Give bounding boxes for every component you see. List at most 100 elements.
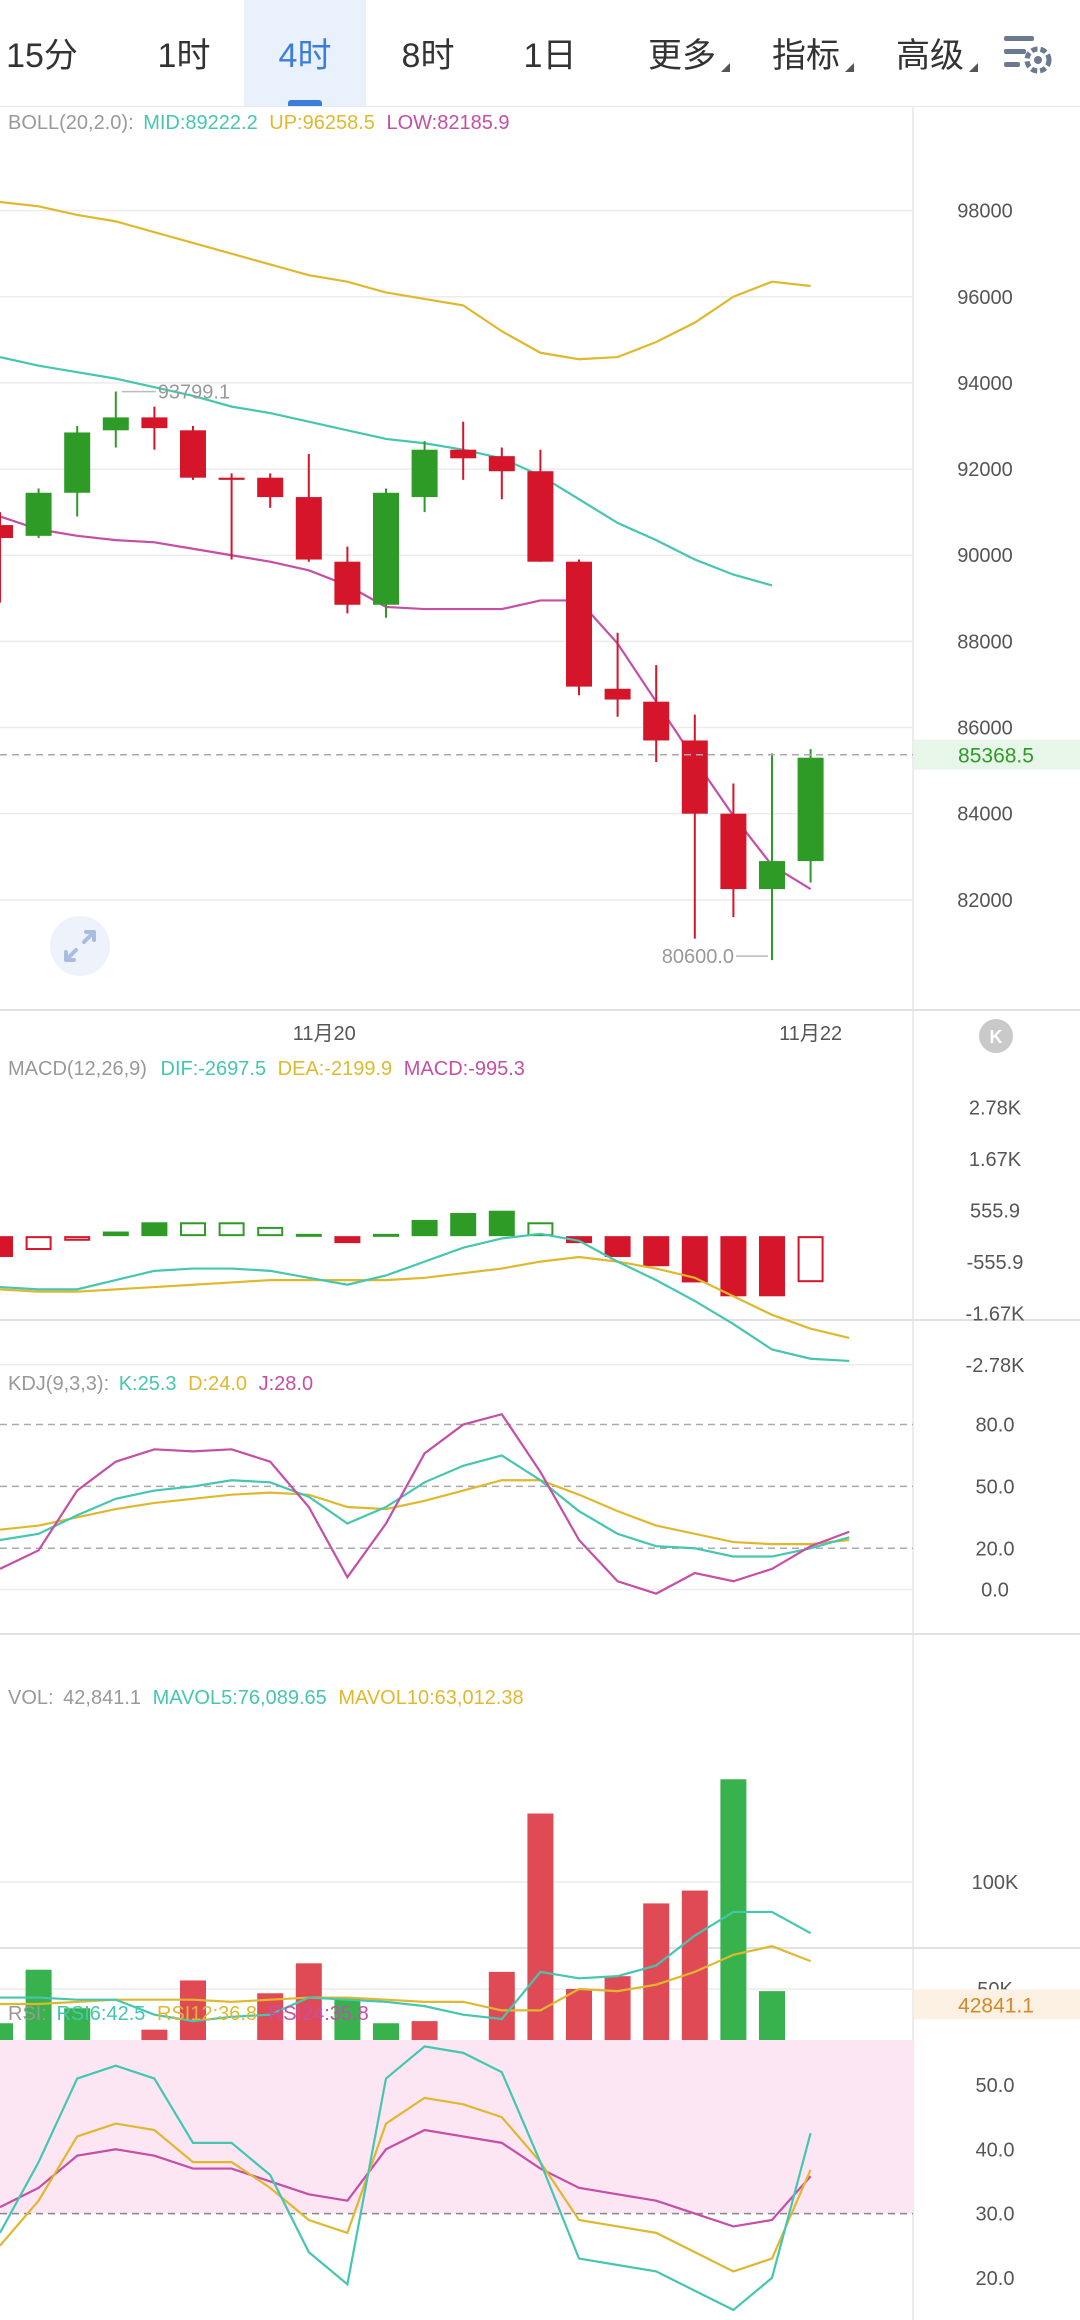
macd-histogram-bar	[488, 1210, 515, 1237]
low-marker-label: 80600.0	[662, 946, 734, 968]
macd-legend-dif: DIF:-2697.5	[161, 1058, 267, 1080]
expand-arrows-icon[interactable]	[50, 916, 110, 976]
kdj-legend-k: K:25.3	[119, 1373, 177, 1395]
candle-body	[411, 449, 438, 498]
rsi-tick-label: 20.0	[976, 2268, 1015, 2290]
kdj-legend-name: KDJ(9,3,3):	[8, 1373, 109, 1395]
tab-1h[interactable]: 1时	[157, 37, 211, 75]
macd-histogram-bar	[527, 1222, 554, 1237]
rsi-pane[interactable]: 50.0 40.0 30.0 20.0	[0, 2040, 1015, 2312]
candle-body	[797, 757, 824, 862]
candle-body	[527, 471, 554, 562]
high-marker-label: 93799.1	[158, 382, 230, 404]
rsi-tick-label: 40.0	[976, 2139, 1015, 2161]
last-price-label: 85368.5	[958, 745, 1034, 768]
timeframe-tab-bar: 15分 1时 4时 8时 1日 更多 指标 高级	[0, 0, 1080, 107]
rsi-legend-rsi24: RSI24:35.8	[269, 2003, 369, 2025]
dropdown-caret-icon	[721, 63, 730, 72]
macd-histogram-bar	[334, 1236, 361, 1244]
price-tick-label: 88000	[957, 631, 1013, 653]
boll-lower-line	[0, 515, 812, 891]
price-tick-label: 98000	[957, 201, 1013, 223]
candle-body	[257, 477, 284, 498]
boll-legend: BOLL(20,2.0): MID:89222.2 UP:96258.5 LOW…	[8, 112, 510, 134]
vol-last-label: 42841.1	[958, 1994, 1034, 2017]
macd-histogram-bar	[64, 1236, 91, 1241]
vol-tick-label: 100K	[972, 1872, 1019, 1894]
candle-body	[759, 861, 785, 890]
rsi12-line	[0, 2096, 812, 2273]
dropdown-caret-icon	[969, 63, 978, 72]
vol-legend-mavol10: MAVOL10:63,012.38	[338, 1687, 523, 1709]
vol-legend-name: VOL:	[8, 1687, 54, 1709]
tab-indicators[interactable]: 指标	[756, 0, 856, 106]
macd-tick-label: -555.9	[967, 1252, 1024, 1274]
macd-histogram-bar	[411, 1219, 438, 1237]
vol-last-badge	[914, 1989, 1080, 2020]
tab-advanced[interactable]: 高级	[880, 0, 980, 106]
mavol5-line	[0, 1910, 812, 2023]
chart-settings-icon[interactable]	[1000, 30, 1056, 78]
candle-body	[25, 492, 52, 536]
price-tick-label: 82000	[957, 890, 1013, 912]
tab-more[interactable]: 更多	[632, 0, 732, 106]
boll-legend-mid: MID:89222.2	[143, 112, 258, 134]
boll-legend-up: UP:96258.5	[269, 112, 375, 134]
macd-histogram-bar	[373, 1233, 399, 1237]
macd-histogram-bar	[720, 1236, 747, 1297]
tab-8h[interactable]: 8时	[401, 37, 455, 75]
price-tick-label: 86000	[957, 718, 1013, 740]
boll-legend-low: LOW:82185.9	[386, 112, 509, 134]
candle-body	[218, 477, 245, 480]
macd-legend-dea: DEA:-2199.9	[278, 1058, 393, 1080]
tab-1d[interactable]: 1日	[523, 37, 577, 75]
macd-dea-line	[0, 1255, 850, 1339]
macd-histogram-bar	[450, 1213, 477, 1237]
candle-body	[64, 432, 91, 493]
k-logo-icon: K	[979, 1019, 1013, 1053]
macd-histogram-bar	[102, 1231, 129, 1237]
dropdown-caret-icon	[845, 63, 854, 72]
rsi-band	[0, 2040, 913, 2214]
candle-body	[450, 449, 477, 459]
macd-tick-label: 2.78K	[969, 1098, 1022, 1120]
macd-legend-macd: MACD:-995.3	[404, 1058, 525, 1080]
macd-histogram-bar	[604, 1236, 631, 1257]
tab-4h[interactable]: 4时	[244, 0, 366, 106]
kdj-legend-j: J:28.0	[259, 1373, 313, 1395]
candle-body	[566, 561, 592, 687]
chart-area[interactable]: 98000 96000 94000 92000 90000 88000 86000 84000…	[0, 106, 1080, 2320]
macd-histogram-bar	[141, 1222, 168, 1237]
last-price-badge	[914, 739, 1080, 770]
macd-histogram-bar	[566, 1236, 592, 1244]
boll-legend-name: BOLL(20,2.0):	[8, 112, 134, 134]
tab-15m[interactable]: 15分	[6, 37, 78, 75]
macd-pane[interactable]: 2.78K 1.67K 555.9 -555.9 -1.67K -2.78K	[0, 1098, 1025, 1377]
candle-body	[681, 740, 708, 814]
macd-histogram-bar	[797, 1236, 824, 1283]
time-axis-label: 11月20	[293, 1023, 356, 1045]
price-pane[interactable]: 98000 96000 94000 92000 90000 88000 86000 84000…	[0, 201, 1080, 1045]
candle-body	[295, 497, 322, 560]
candle-body	[102, 417, 129, 431]
rsi-legend-rsi12: RSI12:36.8	[157, 2003, 257, 2025]
boll-mid-line	[0, 356, 773, 587]
rsi24-line	[0, 2128, 812, 2228]
candle-body	[643, 701, 670, 741]
kdj-d-line	[0, 1479, 850, 1546]
kdj-legend-d: D:24.0	[188, 1373, 247, 1395]
macd-histogram-bar	[218, 1222, 245, 1237]
macd-dif-line	[0, 1232, 850, 1363]
candle-body	[334, 561, 361, 605]
time-axis-label: 11月22	[779, 1023, 842, 1045]
kdj-pane[interactable]: 80.0 50.0 20.0 0.0	[0, 1412, 1014, 1602]
candle-body	[720, 813, 747, 890]
vol-legend-value: 42,841.1	[63, 1687, 141, 1709]
price-tick-label: 84000	[957, 804, 1013, 826]
candle-body	[373, 492, 399, 605]
vol-legend: VOL: 42,841.1 MAVOL5:76,089.65 MAVOL10:6…	[8, 1687, 524, 1709]
macd-legend-name: MACD(12,26,9)	[8, 1058, 147, 1080]
price-tick-label: 92000	[957, 459, 1013, 481]
rsi-legend: RSI: RSI6:42.5 RSI12:36.8 RSI24:35.8	[8, 2003, 369, 2025]
candle-body	[0, 525, 13, 538]
